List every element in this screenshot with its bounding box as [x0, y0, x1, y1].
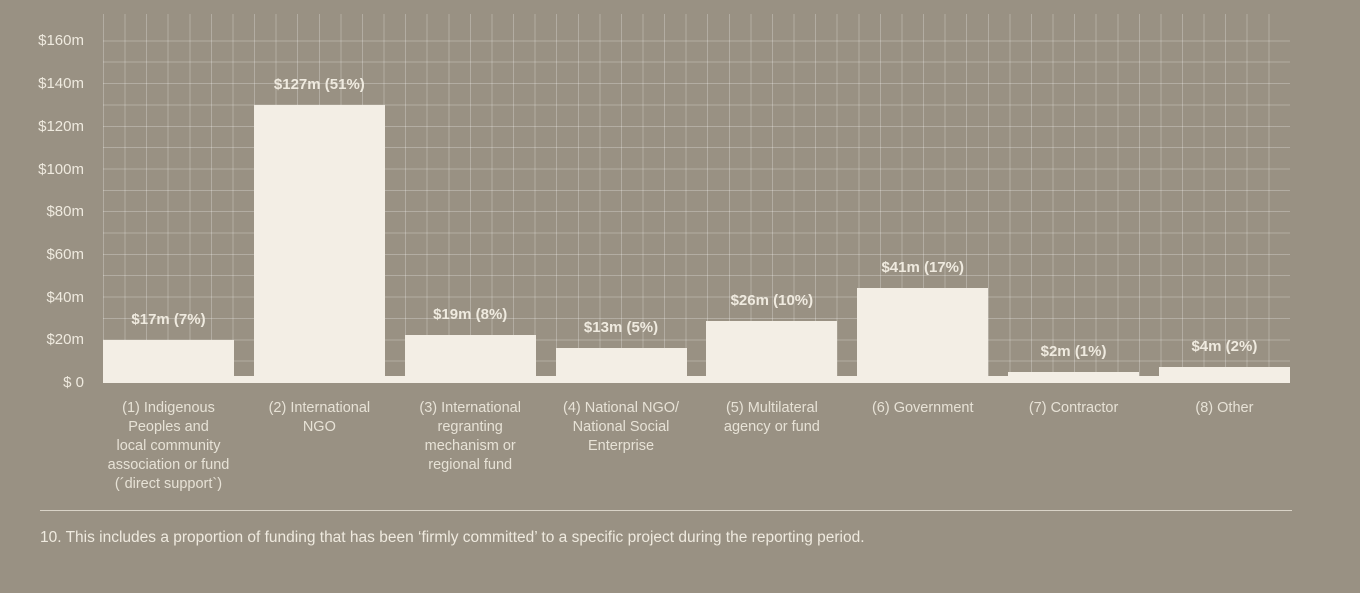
bar-slot: $26m (10%): [706, 14, 838, 383]
bar-slot: $13m (5%): [555, 14, 687, 383]
y-tick-label: $60m: [46, 245, 84, 263]
y-tick-label: $120m: [38, 117, 84, 135]
bar: [253, 104, 385, 383]
category-slot: (7) Contractor: [1008, 399, 1139, 507]
bar-value-label: $2m (1%): [1040, 342, 1107, 360]
category-slot: (6) Government: [857, 399, 988, 507]
bar: [706, 320, 838, 383]
bar-slot: $127m (51%): [253, 14, 385, 383]
y-tick-label: $40m: [46, 288, 84, 306]
bar-value-label: $41m (17%): [881, 259, 964, 277]
category-label: (4) National NGO/ National Social Enterp…: [563, 400, 680, 454]
category-slot: (4) National NGO/ National Social Enterp…: [556, 399, 687, 507]
bar-slot: $17m (7%): [103, 14, 234, 383]
y-tick-label: $100m: [38, 160, 84, 178]
bar-value-label: $127m (51%): [273, 75, 365, 93]
category-label: (8) Other: [1195, 400, 1254, 416]
bar-slot: $41m (17%): [857, 14, 989, 383]
category-label: (7) Contractor: [1028, 400, 1119, 416]
category-slot: (3) International regranting mechanism o…: [405, 399, 536, 507]
axis-baseline: [103, 376, 1290, 383]
category-slot: (1) Indigenous Peoples and local communi…: [103, 399, 234, 507]
y-axis: $160m $140m $120m $100m $80m $60m $40m $20m $ 0: [0, 0, 86, 593]
footnote: 10. This includes a proportion of fundin…: [40, 529, 865, 546]
category-label: (1) Indigenous Peoples and local communi…: [107, 400, 230, 492]
category-slot: (5) Multilateral agency or fund: [706, 399, 837, 507]
bar-slot: $4m (2%): [1158, 14, 1290, 383]
category-slot: (2) International NGO: [254, 399, 385, 507]
category-label: (5) Multilateral agency or fund: [723, 400, 820, 435]
bar-slot: $19m (8%): [404, 14, 536, 383]
bars-container: $17m (7%) $127m (51%) $19m (8%) $13m (5%) $2…: [103, 14, 1290, 383]
bar: [404, 335, 536, 383]
category-label: (2) International NGO: [268, 400, 371, 435]
plot-area: $17m (7%) $127m (51%) $19m (8%) $13m (5%) $2…: [103, 14, 1290, 383]
y-tick-label: $140m: [38, 75, 84, 93]
bar-value-label: $13m (5%): [583, 319, 659, 337]
footnote-divider: [40, 510, 1292, 511]
x-axis-labels: (1) Indigenous Peoples and local communi…: [103, 399, 1290, 507]
y-tick-label: $ 0: [63, 374, 84, 391]
y-tick-label: $20m: [46, 331, 84, 349]
bar-value-label: $19m (8%): [433, 306, 508, 324]
bar-value-label: $4m (2%): [1191, 338, 1258, 356]
category-label: (6) Government: [871, 400, 974, 416]
bar: [857, 288, 989, 383]
y-tick-label: $80m: [46, 203, 84, 221]
category-label: (3) International regranting mechanism o…: [419, 400, 521, 473]
bar-value-label: $17m (7%): [131, 310, 206, 328]
category-slot: (8) Other: [1159, 399, 1290, 507]
y-tick-label: $160m: [38, 32, 84, 50]
bar: [103, 339, 234, 383]
bar-value-label: $26m (10%): [730, 291, 814, 309]
bar-slot: $2m (1%): [1008, 14, 1140, 383]
